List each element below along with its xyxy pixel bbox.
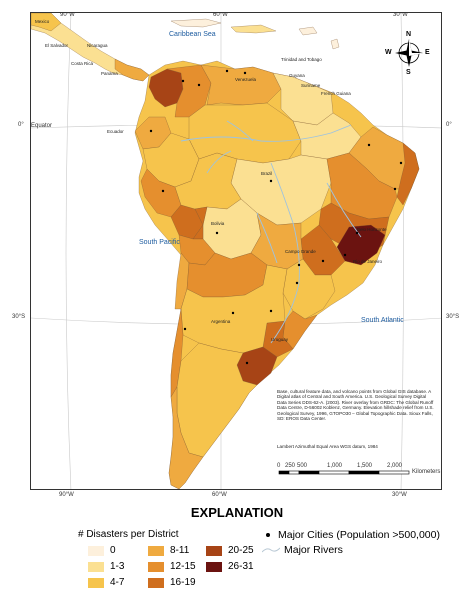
place-rio: Rio de Janeiro xyxy=(353,259,383,264)
place-panama: Panama xyxy=(101,71,118,76)
south-pacific-label: South Pacific xyxy=(139,239,180,246)
place-suriname: Suriname xyxy=(301,83,321,88)
place-campo-grande: Campo Grande xyxy=(285,249,316,254)
south-brazil xyxy=(282,258,336,320)
legend-class-label: 20-25 xyxy=(228,545,254,556)
legend-swatch xyxy=(148,561,164,572)
legend-class-label: 4-7 xyxy=(110,577,125,588)
rio-region xyxy=(336,224,386,266)
caribbean-sea-label: Caribbean Sea xyxy=(169,31,216,38)
compass-rose xyxy=(395,39,423,67)
place-costa-rica: Costa Rica xyxy=(71,61,94,66)
legend-cities: Major Cities (Population >500,000) xyxy=(266,529,440,541)
venezuela-region xyxy=(200,64,282,106)
left-tick-0: 0° xyxy=(18,122,24,128)
legend-class-7: 26-31 xyxy=(206,561,254,572)
city-dot-icon xyxy=(266,533,270,537)
compass-w: W xyxy=(385,49,392,56)
legend-class-6: 20-25 xyxy=(206,545,254,556)
legend-class-2: 4-7 xyxy=(88,577,124,588)
bottom-tick-90w: 90°W xyxy=(59,492,74,498)
legend-class-label: 0 xyxy=(110,545,116,556)
legend-class-5: 16-19 xyxy=(148,577,196,588)
place-belo-horizonte: Belo Horizonte xyxy=(357,227,387,232)
legend-class-1: 1-3 xyxy=(88,561,124,572)
legend-swatch xyxy=(88,577,104,588)
equator-label: Equator xyxy=(31,123,53,129)
place-el-salvador: El Salvador xyxy=(45,43,69,48)
scale-label-2000: 2,000 xyxy=(387,463,403,469)
place-venezuela: Venezuela xyxy=(235,77,257,82)
legend-class-label: 26-31 xyxy=(228,561,254,572)
place-ecuador: Ecuador xyxy=(107,129,124,134)
legend-rivers-label: Major Rivers xyxy=(284,544,343,556)
place-nicaragua: Nicaragua xyxy=(87,43,108,48)
legend-class-4: 12-15 xyxy=(148,561,196,572)
scale-label-1000: 1,000 xyxy=(327,463,343,469)
scale-unit: Kilometers xyxy=(412,469,441,475)
major-cities xyxy=(149,69,403,365)
legend-title: EXPLANATION xyxy=(190,505,284,520)
top-tick-60w: 60°W xyxy=(213,12,228,18)
place-french-guiana: French Guiana xyxy=(321,91,351,96)
place-uruguay: Uruguay xyxy=(271,337,289,342)
chile-south xyxy=(168,386,204,489)
legend-cities-label: Major Cities (Population >500,000) xyxy=(278,529,440,541)
legend-class-label: 1-3 xyxy=(110,561,125,572)
legend-swatch xyxy=(148,577,164,588)
map-canvas xyxy=(31,13,441,489)
map-credits: Base, cultural feature data, and volcano… xyxy=(277,389,434,422)
legend-class-label: 12-15 xyxy=(170,561,196,572)
right-tick-0: 0° xyxy=(446,122,452,128)
legend-swatch xyxy=(148,545,164,556)
left-tick-30s: 30°S xyxy=(12,314,26,320)
scale-label-1500: 1,500 xyxy=(357,463,373,469)
scale-label-0: 0 xyxy=(277,463,281,469)
mexico-land xyxy=(31,13,62,32)
place-brazil: Brazil xyxy=(261,171,273,176)
legend-swatch xyxy=(206,545,222,556)
south-atlantic-label: South Atlantic xyxy=(361,317,404,324)
compass-n: N xyxy=(406,31,412,38)
legend-subtitle: # Disasters per District xyxy=(78,529,179,540)
place-mexico: Mexico xyxy=(35,19,50,24)
panama-costa-rica xyxy=(114,58,150,82)
legend-class-label: 8-11 xyxy=(170,545,190,556)
northeast-coast xyxy=(396,142,420,206)
bottom-tick-60w: 60°W xyxy=(212,492,227,498)
map-projection: Lambert Azimuthal Equal Area WGS datum, … xyxy=(277,444,378,449)
scale-label-250: 250 xyxy=(285,463,296,469)
legend-class-0: 0 xyxy=(88,545,116,556)
map-frame: 90°W 60°W 30°W Equator Caribbean Sea Sou… xyxy=(30,12,442,490)
legend-rivers: Major Rivers xyxy=(262,544,343,556)
bottom-tick-30w: 30°W xyxy=(392,492,407,498)
legend-class-label: 16-19 xyxy=(170,577,196,588)
legend-swatch xyxy=(88,561,104,572)
place-guyana: Guyana xyxy=(289,73,305,78)
legend-swatch xyxy=(206,561,222,572)
right-tick-30s: 30°S xyxy=(446,314,460,320)
place-trinidad: Trinidad and Tobago xyxy=(281,57,322,62)
place-argentina: Argentina xyxy=(211,319,231,324)
scale-label-500: 500 xyxy=(297,463,308,469)
compass-e: E xyxy=(425,49,430,56)
caribbean-islands xyxy=(170,18,340,50)
top-tick-30w: 30°W xyxy=(393,12,408,18)
legend-class-3: 8-11 xyxy=(148,545,189,556)
legend-swatch xyxy=(88,545,104,556)
scale-bar xyxy=(278,470,410,475)
top-tick-90w: 90°W xyxy=(60,12,75,18)
river-line-icon xyxy=(262,547,280,553)
compass-s: S xyxy=(406,69,411,76)
bahia-region xyxy=(326,152,398,220)
place-bolivia: Bolivia xyxy=(211,221,225,226)
